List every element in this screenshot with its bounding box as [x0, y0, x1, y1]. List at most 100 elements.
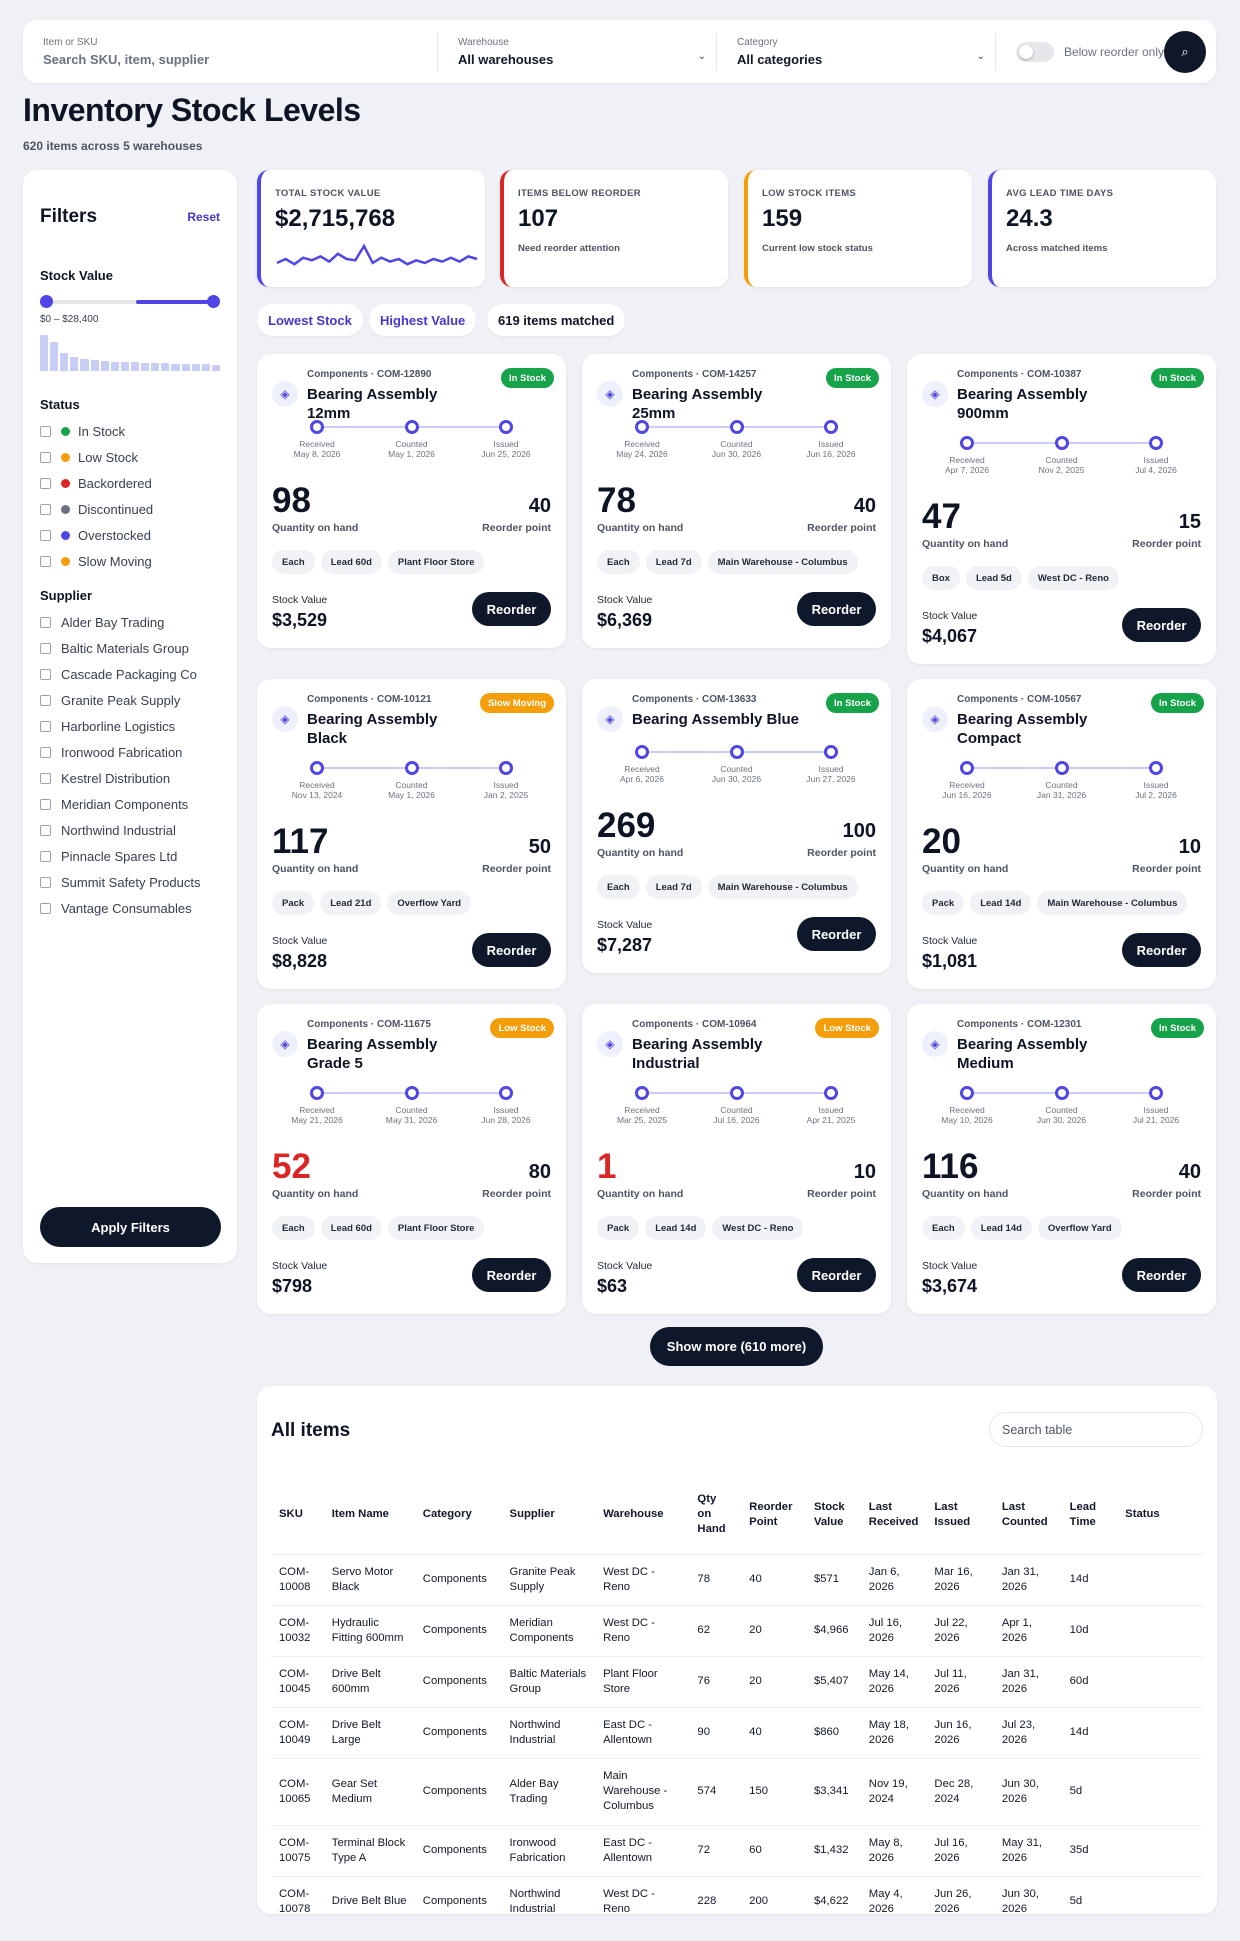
column-header[interactable]: Supplier [509, 1508, 555, 1521]
supplier-option[interactable]: Pinnacle Spares Ltd [40, 843, 220, 869]
checkbox[interactable] [40, 772, 51, 784]
column-header[interactable]: Qty on Hand [697, 1493, 726, 1536]
supplier-option[interactable]: Granite Peak Supply [40, 687, 220, 713]
checkbox[interactable] [40, 824, 51, 836]
checkbox[interactable] [40, 694, 51, 706]
timeline-dot [635, 745, 649, 759]
slider-fill [136, 300, 215, 304]
column-header[interactable]: Lead Time [1069, 1500, 1096, 1528]
checkbox[interactable] [40, 746, 51, 758]
reorder-button[interactable]: Reorder [797, 917, 876, 951]
status-option[interactable]: Low Stock [40, 444, 220, 470]
column-header[interactable]: Last Issued [934, 1500, 971, 1528]
category-select[interactable]: Category All categories ⌄ [717, 20, 995, 83]
show-more-button[interactable]: Show more (610 more) [650, 1327, 823, 1366]
table-search-input[interactable]: Search table [989, 1412, 1203, 1447]
checkbox[interactable] [40, 720, 51, 732]
checkbox[interactable] [40, 616, 51, 628]
table-cell: Granite Peak Supply [501, 1553, 596, 1605]
supplier-option[interactable]: Alder Bay Trading [40, 609, 220, 635]
timeline-date: Jul 4, 2026 [1135, 465, 1177, 475]
warehouse-select[interactable]: Warehouse All warehouses ⌄ [438, 20, 716, 83]
column-header[interactable]: Last Counted [1001, 1500, 1048, 1528]
checkbox[interactable] [40, 642, 51, 654]
supplier-option[interactable]: Ironwood Fabrication [40, 739, 220, 765]
stock-value-label: Stock Value [922, 935, 978, 947]
slider-max-handle[interactable] [207, 295, 220, 308]
search-button[interactable]: ⌕ [1164, 30, 1207, 73]
column-header[interactable]: Category [422, 1508, 472, 1521]
column-header[interactable]: Status [1125, 1508, 1160, 1521]
status-option[interactable]: Overstocked [40, 522, 220, 548]
reorder-button[interactable]: Reorder [797, 1258, 876, 1292]
supplier-option[interactable]: Harborline Logistics [40, 713, 220, 739]
item-timeline: Received Mar 25, 2025 Counted Jul 16, 2026 I… [582, 1086, 891, 1136]
status-option[interactable]: Slow Moving [40, 548, 220, 574]
supplier-option[interactable]: Summit Safety Products [40, 869, 220, 895]
status-label: In Stock [78, 423, 125, 439]
sort-highest-value[interactable]: Highest Value [369, 304, 477, 336]
reorder-button[interactable]: Reorder [472, 1258, 551, 1292]
sort-lowest-stock[interactable]: Lowest Stock [257, 304, 363, 336]
checkbox[interactable] [40, 850, 51, 862]
supplier-option[interactable]: Meridian Components [40, 791, 220, 817]
table-row[interactable]: COM-10075 Terminal Block Type A Components… [271, 1824, 1203, 1876]
status-option[interactable]: In Stock [40, 418, 220, 444]
supplier-option[interactable]: Baltic Materials Group [40, 635, 220, 661]
histogram-bar [191, 364, 200, 371]
checkbox[interactable] [40, 503, 51, 515]
table-row[interactable]: COM-10032 Hydraulic Fitting 600mm Componen… [271, 1604, 1203, 1656]
status-dot [61, 426, 70, 436]
table-row[interactable]: COM-10045 Drive Belt 600mm Components Balti… [271, 1655, 1203, 1707]
checkbox[interactable] [40, 555, 51, 567]
search-field[interactable]: Item or SKU Search SKU, item, supplier [23, 20, 437, 83]
slider-min-handle[interactable] [40, 295, 53, 308]
column-header[interactable]: Reorder Point [749, 1500, 793, 1528]
checkbox[interactable] [40, 798, 51, 810]
reorder-button[interactable]: Reorder [1122, 933, 1201, 967]
checkbox[interactable] [40, 902, 51, 914]
table-cell: 72 [689, 1824, 742, 1876]
checkbox[interactable] [40, 477, 51, 489]
item-card: ◈ Components · COM-10387 Bearing Assembly … [907, 354, 1216, 664]
column-header[interactable]: Stock Value [813, 1500, 845, 1528]
table-row[interactable]: COM-10008 Servo Motor Black Components Gran… [271, 1553, 1203, 1605]
quantity-value: 78 [597, 481, 636, 520]
stock-value-slider[interactable] [40, 292, 220, 312]
column-header[interactable]: Item Name [331, 1508, 389, 1521]
checkbox[interactable] [40, 668, 51, 680]
checkbox[interactable] [40, 876, 51, 888]
search-input[interactable]: Search SKU, item, supplier [43, 51, 210, 67]
status-option[interactable]: Backordered [40, 470, 220, 496]
item-tag: Each [597, 550, 640, 574]
table-cell [1117, 1604, 1203, 1656]
supplier-option[interactable]: Kestrel Distribution [40, 765, 220, 791]
checkbox[interactable] [40, 451, 51, 463]
supplier-option[interactable]: Cascade Packaging Co [40, 661, 220, 687]
checkbox[interactable] [40, 529, 51, 541]
checkbox[interactable] [40, 425, 51, 437]
table-row[interactable]: COM-10049 Drive Belt Large Components North… [271, 1706, 1203, 1758]
reset-link[interactable]: Reset [187, 210, 220, 224]
table-row[interactable]: COM-10065 Gear Set Medium Components Alder … [271, 1757, 1203, 1825]
reorder-button[interactable]: Reorder [472, 592, 551, 626]
item-tag: Plant Floor Store [387, 1216, 485, 1240]
reorder-button[interactable]: Reorder [797, 592, 876, 626]
reorder-button[interactable]: Reorder [472, 933, 551, 967]
timeline-node-received: Received Apr 7, 2026 [927, 436, 1007, 475]
below-reorder-toggle[interactable] [1015, 41, 1054, 62]
column-header[interactable]: SKU [279, 1508, 303, 1521]
status-option[interactable]: Discontinued [40, 496, 220, 522]
kpi-desc: Across matched items [1006, 243, 1108, 254]
table-row[interactable]: COM-10078 Drive Belt Blue Components Northw… [271, 1875, 1203, 1927]
column-header[interactable]: Last Received [868, 1500, 919, 1528]
apply-filters-button[interactable]: Apply Filters [40, 1207, 221, 1247]
table-cell: 90 [689, 1706, 742, 1758]
timeline-dot [824, 745, 838, 759]
supplier-option[interactable]: Northwind Industrial [40, 817, 220, 843]
reorder-button[interactable]: Reorder [1122, 608, 1201, 642]
item-name: Bearing Assembly Medium [957, 1036, 1088, 1072]
column-header[interactable]: Warehouse [603, 1508, 664, 1521]
reorder-button[interactable]: Reorder [1122, 1258, 1201, 1292]
supplier-option[interactable]: Vantage Consumables [40, 895, 220, 921]
